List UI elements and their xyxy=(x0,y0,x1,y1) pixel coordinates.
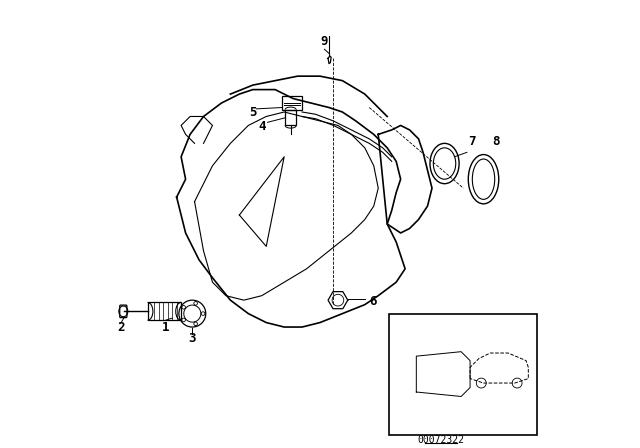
Text: 1: 1 xyxy=(162,321,169,335)
Bar xyxy=(148,302,181,320)
Text: 4: 4 xyxy=(258,120,266,133)
Text: 8: 8 xyxy=(492,134,500,148)
Bar xyxy=(285,110,296,125)
Text: 3: 3 xyxy=(189,332,196,345)
Text: 5: 5 xyxy=(249,106,257,120)
Text: 00072322: 00072322 xyxy=(417,435,465,445)
Text: 6: 6 xyxy=(369,294,376,308)
FancyBboxPatch shape xyxy=(120,305,127,318)
Text: 9: 9 xyxy=(321,34,328,48)
Bar xyxy=(389,314,538,435)
Text: 7: 7 xyxy=(468,134,475,148)
Text: 2: 2 xyxy=(117,321,124,335)
Bar xyxy=(282,96,302,110)
